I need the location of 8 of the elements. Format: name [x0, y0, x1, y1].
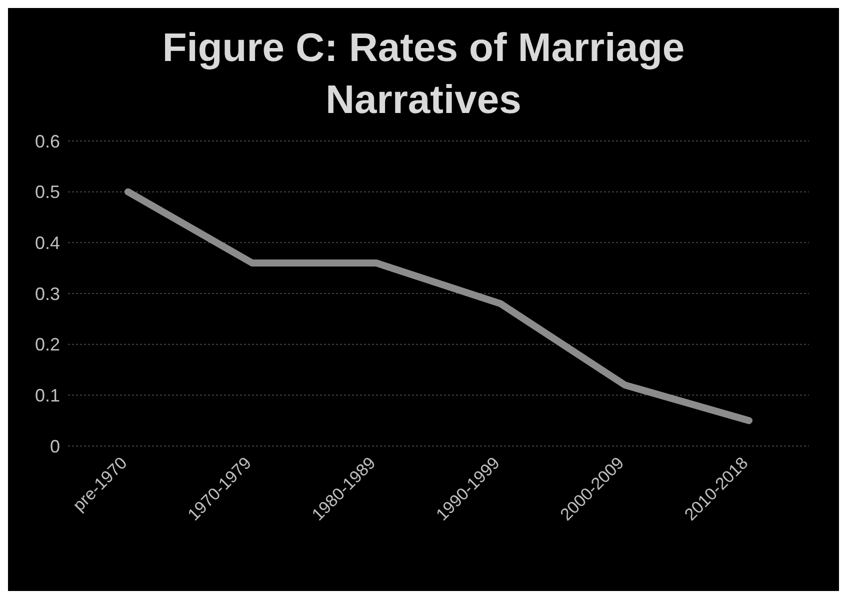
y-tick-label: 0.2 — [34, 334, 60, 355]
y-tick-label: 0.5 — [34, 182, 60, 202]
y-tick-label: 0.6 — [34, 131, 60, 152]
y-tick-label: 0.4 — [34, 233, 60, 254]
y-tick-label: 0.1 — [34, 386, 60, 406]
y-tick-label: 0 — [50, 436, 60, 456]
chart-title: Figure C: Rates of Marriage Narratives — [161, 25, 686, 124]
y-tick-label: 0.3 — [34, 284, 60, 304]
